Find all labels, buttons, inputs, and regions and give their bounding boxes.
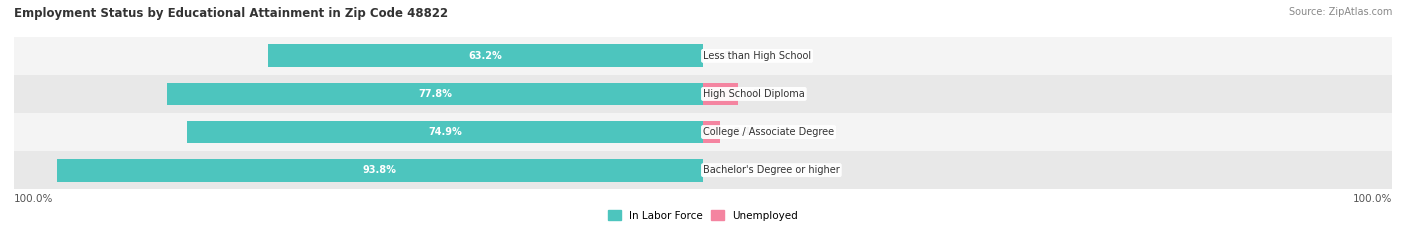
- Text: College / Associate Degree: College / Associate Degree: [703, 127, 834, 137]
- Text: High School Diploma: High School Diploma: [703, 89, 804, 99]
- Text: 2.4%: 2.4%: [734, 127, 761, 137]
- Text: Less than High School: Less than High School: [703, 51, 811, 61]
- Text: 100.0%: 100.0%: [14, 194, 53, 204]
- Bar: [14, 113, 1392, 151]
- Bar: [267, 45, 703, 67]
- Bar: [14, 75, 1392, 113]
- Bar: [14, 37, 1392, 75]
- Text: 93.8%: 93.8%: [363, 165, 396, 175]
- Text: 100.0%: 100.0%: [1353, 194, 1392, 204]
- Text: 74.9%: 74.9%: [427, 127, 461, 137]
- Bar: [703, 82, 738, 105]
- Text: 0.0%: 0.0%: [713, 165, 741, 175]
- Text: 63.2%: 63.2%: [468, 51, 502, 61]
- Text: 5.1%: 5.1%: [752, 89, 779, 99]
- Text: 77.8%: 77.8%: [418, 89, 451, 99]
- Text: Source: ZipAtlas.com: Source: ZipAtlas.com: [1288, 7, 1392, 17]
- Text: Bachelor's Degree or higher: Bachelor's Degree or higher: [703, 165, 839, 175]
- Text: Employment Status by Educational Attainment in Zip Code 48822: Employment Status by Educational Attainm…: [14, 7, 449, 20]
- Legend: In Labor Force, Unemployed: In Labor Force, Unemployed: [605, 206, 801, 225]
- Bar: [187, 121, 703, 144]
- Bar: [14, 151, 1392, 189]
- Bar: [167, 82, 703, 105]
- Text: 0.0%: 0.0%: [713, 51, 741, 61]
- Bar: [703, 121, 720, 144]
- Bar: [56, 159, 703, 182]
